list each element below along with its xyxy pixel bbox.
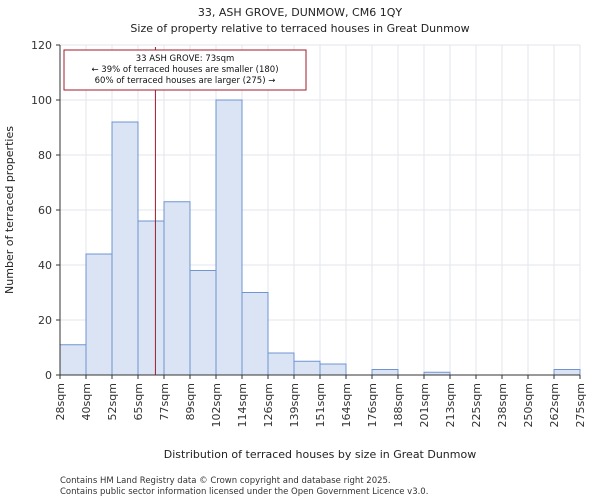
y-tick-label: 80 xyxy=(38,149,52,162)
annotation-line-1: 33 ASH GROVE: 73sqm xyxy=(136,54,235,64)
bar xyxy=(137,220,165,376)
x-tick-label: 77sqm xyxy=(158,383,171,420)
bar xyxy=(267,352,295,376)
footer-line-2: Contains public sector information licen… xyxy=(60,487,428,497)
x-tick-label: 213sqm xyxy=(444,383,457,427)
x-tick-label: 52sqm xyxy=(106,383,119,420)
annotation-box: 33 ASH GROVE: 73sqm ← 39% of terraced ho… xyxy=(63,49,307,91)
annotation-line-2: ← 39% of terraced houses are smaller (18… xyxy=(91,65,278,75)
x-tick-label: 201sqm xyxy=(418,383,431,427)
x-tick-label: 28sqm xyxy=(54,383,67,420)
x-tick-label: 262sqm xyxy=(548,383,561,427)
chart-subtitle: Size of property relative to terraced ho… xyxy=(130,22,469,35)
x-tick-label: 275sqm xyxy=(574,383,587,427)
x-tick-label: 89sqm xyxy=(184,383,197,420)
x-tick-label: 238sqm xyxy=(496,383,509,427)
bar xyxy=(293,360,321,376)
x-tick-label: 176sqm xyxy=(366,383,379,427)
bar xyxy=(553,369,581,376)
x-tick-label: 225sqm xyxy=(470,383,483,427)
bar xyxy=(189,270,217,376)
y-tick-label: 100 xyxy=(31,94,52,107)
x-tick-label: 65sqm xyxy=(132,383,145,420)
x-tick-label: 139sqm xyxy=(288,383,301,427)
x-tick-label: 164sqm xyxy=(340,383,353,427)
annotation-frame xyxy=(63,49,307,91)
x-axis-title: Distribution of terraced houses by size … xyxy=(164,448,476,461)
bar xyxy=(319,363,347,376)
bar xyxy=(111,121,139,376)
bar xyxy=(215,99,243,376)
y-tick-label: 20 xyxy=(38,314,52,327)
y-tick-labels: 0 20 40 60 80 100 120 xyxy=(31,39,60,382)
y-tick-label: 40 xyxy=(38,259,52,272)
footer-line-1: Contains HM Land Registry data © Crown c… xyxy=(60,476,391,486)
y-tick-label: 120 xyxy=(31,39,52,52)
annotation-line-3: 60% of terraced houses are larger (275) … xyxy=(95,76,276,86)
x-tick-label: 114sqm xyxy=(236,383,249,427)
bar xyxy=(241,292,269,376)
bar xyxy=(371,369,399,376)
y-axis-title: Number of terraced properties xyxy=(3,126,16,294)
x-tick-label: 126sqm xyxy=(262,383,275,427)
bar xyxy=(59,344,87,376)
y-tick-label: 0 xyxy=(45,369,52,382)
x-tick-label: 151sqm xyxy=(314,383,327,427)
y-tick-label: 60 xyxy=(38,204,52,217)
x-tick-label: 250sqm xyxy=(522,383,535,427)
bar xyxy=(163,201,191,376)
bar xyxy=(85,253,113,376)
bars xyxy=(59,99,581,376)
x-tick-label: 40sqm xyxy=(80,383,93,420)
x-tick-label: 102sqm xyxy=(210,383,223,427)
x-tick-label: 188sqm xyxy=(392,383,405,427)
x-tick-labels: 28sqm 40sqm 52sqm 65sqm 77sqm 89sqm 102sqm 114s… xyxy=(54,375,587,427)
chart-title: 33, ASH GROVE, DUNMOW, CM6 1QY xyxy=(198,6,402,19)
